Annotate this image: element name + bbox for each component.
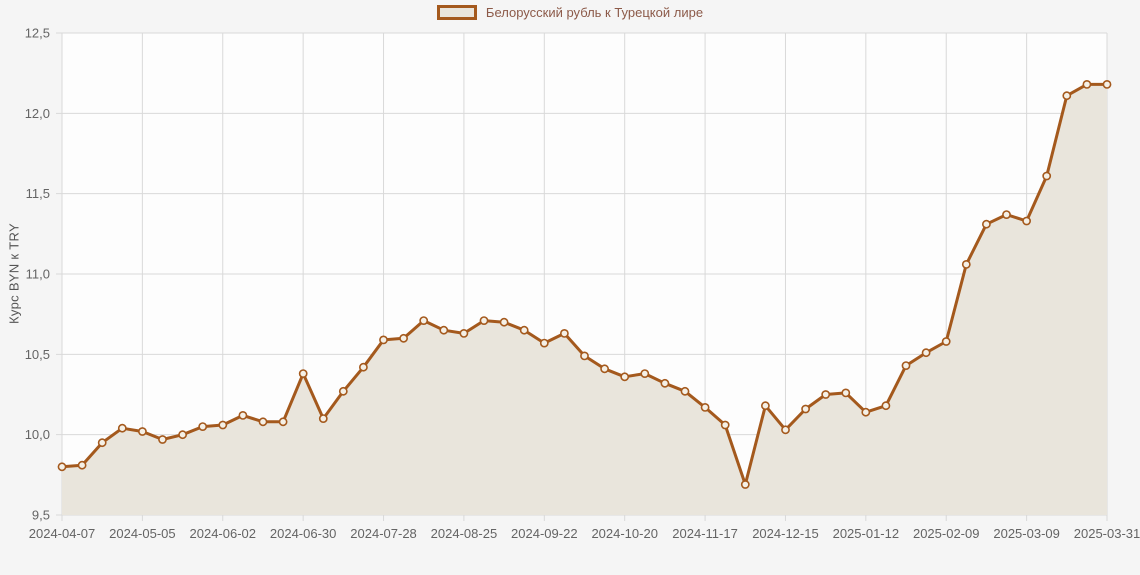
legend-swatch-icon — [436, 5, 477, 20]
data-point-marker[interactable] — [1062, 91, 1072, 101]
x-tick-label: 2024-04-07 — [29, 526, 96, 541]
y-tick-label: 12,0 — [25, 106, 50, 121]
data-point-marker[interactable] — [338, 386, 348, 396]
data-point-marker[interactable] — [982, 219, 991, 229]
legend-item[interactable]: Белорусский рубль к Турецкой лире — [436, 5, 704, 20]
data-point-marker[interactable] — [419, 316, 429, 325]
x-tick-label: 2024-08-25 — [431, 526, 498, 541]
data-point-marker[interactable] — [519, 325, 529, 335]
data-point-marker[interactable] — [961, 259, 971, 269]
data-point-marker[interactable] — [841, 388, 851, 398]
data-point-marker[interactable] — [439, 325, 449, 335]
x-tick-label: 2025-01-12 — [833, 526, 900, 541]
y-tick-label: 10,5 — [25, 347, 50, 362]
x-tick-label: 2024-09-22 — [511, 526, 578, 541]
x-tick-label: 2024-06-02 — [190, 526, 257, 541]
data-point-marker[interactable] — [680, 386, 690, 396]
data-point-marker[interactable] — [238, 410, 248, 420]
x-tick-label: 2024-12-15 — [752, 526, 819, 541]
data-point-marker[interactable] — [1022, 216, 1031, 226]
data-point-marker[interactable] — [720, 420, 730, 430]
x-tick-label: 2025-02-09 — [913, 526, 980, 541]
data-point-marker[interactable] — [258, 417, 268, 427]
data-point-marker[interactable] — [821, 390, 831, 399]
data-point-marker[interactable] — [740, 480, 750, 489]
data-point-marker[interactable] — [781, 425, 790, 435]
data-point-marker[interactable] — [580, 351, 589, 361]
data-point-marker[interactable] — [1102, 80, 1112, 89]
data-point-marker[interactable] — [379, 335, 388, 345]
y-tick-label: 10,0 — [25, 427, 50, 442]
data-point-marker[interactable] — [178, 430, 187, 440]
x-tick-label: 2024-10-20 — [591, 526, 658, 541]
data-point-marker[interactable] — [77, 460, 87, 470]
data-point-marker[interactable] — [640, 369, 650, 378]
data-point-marker[interactable] — [620, 372, 630, 382]
x-tick-label: 2024-05-05 — [109, 526, 176, 541]
data-point-marker[interactable] — [761, 401, 770, 411]
data-point-marker[interactable] — [861, 407, 871, 417]
data-point-marker[interactable] — [399, 333, 408, 343]
data-point-marker[interactable] — [479, 316, 489, 325]
legend: Белорусский рубль к Турецкой лире — [0, 5, 1140, 20]
data-point-marker[interactable] — [560, 328, 569, 338]
x-tick-label: 2024-07-28 — [350, 526, 417, 541]
data-point-marker[interactable] — [57, 462, 67, 472]
y-tick-label: 11,0 — [26, 267, 50, 282]
y-tick-label: 12,5 — [25, 26, 50, 41]
area-fill — [62, 84, 1107, 516]
data-point-marker[interactable] — [539, 338, 549, 348]
data-point-marker[interactable] — [459, 328, 469, 338]
data-point-marker[interactable] — [600, 364, 609, 374]
data-point-marker[interactable] — [700, 402, 710, 412]
x-tick-label: 2025-03-31 — [1074, 526, 1140, 541]
data-point-marker[interactable] — [278, 417, 288, 427]
data-point-marker[interactable] — [1042, 171, 1052, 181]
data-point-marker[interactable] — [921, 348, 931, 358]
data-point-marker[interactable] — [801, 404, 810, 414]
x-tick-label: 2024-11-17 — [672, 526, 738, 541]
data-point-marker[interactable] — [218, 420, 228, 430]
data-point-marker[interactable] — [298, 369, 308, 378]
data-point-marker[interactable] — [318, 414, 328, 423]
data-point-marker[interactable] — [97, 438, 107, 448]
data-point-marker[interactable] — [941, 337, 951, 346]
data-point-marker[interactable] — [499, 317, 509, 327]
data-point-marker[interactable] — [881, 401, 891, 411]
data-point-marker[interactable] — [1002, 210, 1011, 219]
data-point-marker[interactable] — [117, 423, 127, 433]
data-point-marker[interactable] — [137, 427, 147, 436]
y-tick-label: 11,5 — [26, 186, 50, 201]
x-tick-label: 2025-03-09 — [993, 526, 1060, 541]
data-point-marker[interactable] — [1082, 80, 1092, 89]
data-point-marker[interactable] — [660, 378, 670, 388]
data-point-marker[interactable] — [158, 435, 167, 444]
data-point-marker[interactable] — [358, 362, 368, 372]
y-tick-label: 9,5 — [32, 508, 50, 523]
data-point-marker[interactable] — [198, 422, 208, 431]
legend-label: Белорусский рубль к Турецкой лире — [485, 5, 704, 20]
x-tick-label: 2024-06-30 — [270, 526, 337, 541]
data-point-marker[interactable] — [901, 361, 911, 370]
y-axis-title: Курс BYN к TRY — [6, 223, 22, 324]
